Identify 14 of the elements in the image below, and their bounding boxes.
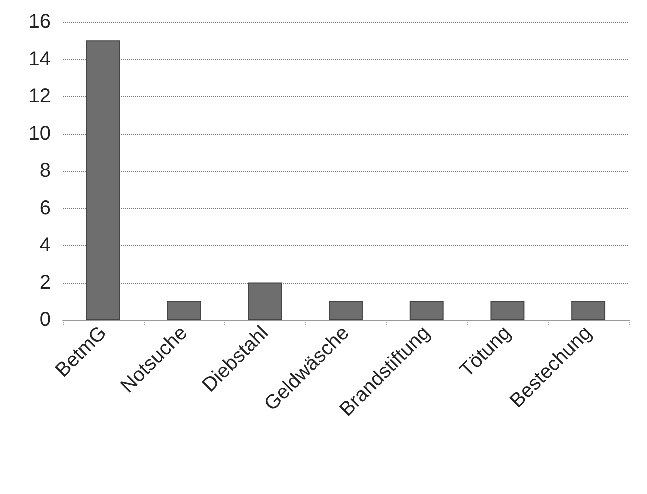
- y-tick-label: 14: [28, 48, 51, 70]
- y-tick-label: 8: [40, 160, 51, 182]
- y-tick-label: 4: [40, 234, 51, 256]
- y-tick-label: 6: [40, 197, 51, 220]
- bar: [490, 301, 525, 320]
- y-tick-label: 10: [28, 122, 51, 145]
- y-tick-label: 2: [40, 272, 51, 294]
- bar: [410, 301, 444, 320]
- bar: [167, 301, 202, 320]
- bar: [329, 301, 363, 320]
- bar: [572, 301, 606, 320]
- y-tick-label: 16: [28, 11, 51, 33]
- y-tick-label: 0: [40, 309, 51, 331]
- y-tick-label: 12: [28, 86, 51, 108]
